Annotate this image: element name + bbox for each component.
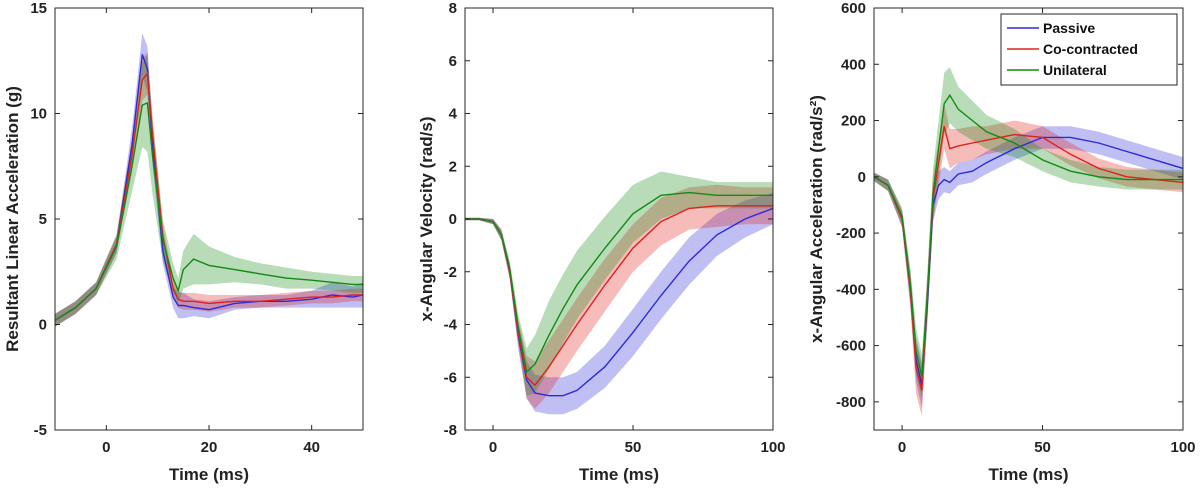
panel-3: 0 50 100 -800 -600 -400 -200 0 200 400 600 Time (ms…	[807, 0, 1196, 484]
plot-area	[55, 33, 363, 327]
line-unilateral	[55, 101, 363, 321]
y-tick-label: 0	[858, 169, 866, 186]
x-tick-label: 50	[625, 439, 642, 456]
band-passive	[465, 192, 773, 415]
y-tick-label: 6	[449, 53, 457, 70]
band-co-contracted	[55, 52, 363, 327]
y-axis-title: Resultant Linear Acceleration (g)	[3, 86, 22, 352]
x-axis-title: Time (ms)	[169, 465, 249, 484]
line-co-contracted	[874, 126, 1183, 391]
y-tick-label: 10	[30, 106, 47, 123]
y-tick-label: -6	[444, 369, 457, 386]
band-co-contracted	[465, 184, 773, 409]
legend-label-unilateral: Unilateral	[1043, 62, 1107, 78]
plot-area	[874, 67, 1183, 416]
y-tick-label: -8	[444, 422, 457, 439]
x-tick-label: 0	[489, 439, 497, 456]
y-tick-label: 600	[841, 0, 866, 17]
y-tick-label: 0	[449, 211, 457, 228]
y-tick-label: 200	[841, 113, 866, 130]
plot-area	[465, 171, 773, 415]
y-tick-label: 8	[449, 0, 457, 17]
y-tick-label: 400	[841, 56, 866, 73]
y-tick-label: -400	[836, 281, 866, 298]
y-tick-label: 0	[39, 317, 47, 334]
x-tick-label: 50	[1034, 439, 1051, 456]
y-tick-label: -800	[836, 394, 866, 411]
band-unilateral	[465, 171, 773, 396]
panel-1: 0 20 40 -5 0 5 10 15 Time (ms) Resultant Linear A…	[3, 0, 364, 484]
y-tick-label: -5	[34, 422, 47, 439]
y-tick-label: 4	[449, 106, 458, 123]
y-tick-label: -4	[444, 317, 458, 334]
panel-2: 0 50 100 -8 -6 -4 -2 0 2 4 6 8 Time (ms) x-Angular Ve…	[417, 0, 786, 484]
y-tick-label: 5	[39, 211, 47, 228]
band-passive	[874, 126, 1183, 408]
line-unilateral	[874, 93, 1183, 377]
y-axis-title: x-Angular Velocity (rad/s)	[417, 117, 436, 322]
x-tick-label: 100	[1170, 439, 1195, 456]
legend-label-passive: Passive	[1043, 20, 1095, 36]
x-axis-title: Time (ms)	[989, 465, 1069, 484]
line-unilateral	[465, 191, 773, 374]
y-tick-label: -200	[836, 225, 866, 242]
line-co-contracted	[55, 71, 363, 321]
x-axis-title: Time (ms)	[579, 465, 659, 484]
axes-frame	[54, 7, 364, 431]
axes-frame	[873, 7, 1184, 431]
y-axis-title: x-Angular Acceleration (rad/s²)	[807, 95, 826, 343]
legend-label-co-contracted: Co-contracted	[1043, 41, 1138, 57]
y-tick-label: 2	[449, 158, 457, 175]
legend: Passive Co-contracted Unilateral	[1000, 13, 1178, 86]
x-tick-label: 0	[898, 439, 906, 456]
y-tick-label: -600	[836, 338, 866, 355]
x-tick-label: 100	[760, 439, 785, 456]
band-unilateral	[874, 67, 1183, 400]
x-tick-label: 40	[303, 439, 320, 456]
x-tick-label: 20	[201, 439, 218, 456]
x-tick-label: 0	[102, 439, 110, 456]
y-tick-label: -2	[444, 264, 457, 281]
y-tick-label: 15	[30, 0, 47, 17]
band-unilateral	[55, 54, 363, 327]
